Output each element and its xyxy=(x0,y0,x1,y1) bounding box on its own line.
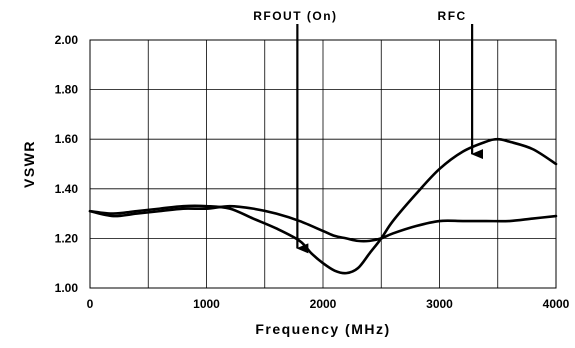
y-tick-label: 1.40 xyxy=(55,182,79,196)
x-tick-label: 2000 xyxy=(310,297,337,311)
annotation-rfc: RFC xyxy=(438,9,467,23)
x-tick-label: 4000 xyxy=(543,297,570,311)
series-group xyxy=(88,137,558,275)
series-line-rfc xyxy=(88,204,558,243)
y-tick-label: 1.20 xyxy=(55,231,79,245)
x-tick-label: 1000 xyxy=(193,297,220,311)
x-axis-ticks: 0 1000 2000 3000 4000 xyxy=(87,297,570,311)
annotation-rfout-on: RFOUT (On) xyxy=(253,9,337,23)
grid-lines xyxy=(89,39,557,289)
y-tick-label: 2.00 xyxy=(55,33,79,47)
y-tick-label: 1.00 xyxy=(55,281,79,295)
x-tick-label: 3000 xyxy=(426,297,453,311)
y-axis-label: VSWR xyxy=(21,140,37,188)
y-tick-label: 1.80 xyxy=(55,83,79,97)
y-axis-ticks: 1.00 1.20 1.40 1.60 1.80 2.00 xyxy=(55,33,79,295)
series-line-rfout-on xyxy=(88,137,558,275)
y-tick-label: 1.60 xyxy=(55,132,79,146)
annotations: RFOUT (On) RFC xyxy=(253,9,484,254)
x-axis-label: Frequency (MHz) xyxy=(255,321,390,337)
x-tick-label: 0 xyxy=(87,297,94,311)
